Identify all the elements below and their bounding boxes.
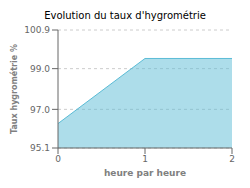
svg-text:heure par heure: heure par heure — [104, 168, 186, 178]
svg-text:Taux hygrométrie %: Taux hygrométrie % — [9, 44, 19, 134]
svg-text:100.9: 100.9 — [24, 25, 50, 35]
html-text:Evolution du taux d'hygrométri: Evolution du taux d'hygrométrie — [44, 10, 206, 21]
svg-text:95.1: 95.1 — [30, 143, 50, 153]
svg-text:99.0: 99.0 — [30, 64, 50, 74]
svg-text:2: 2 — [229, 154, 235, 164]
svg-text:97.0: 97.0 — [30, 105, 50, 115]
svg-text:0: 0 — [55, 154, 61, 164]
svg-text:1: 1 — [142, 154, 148, 164]
